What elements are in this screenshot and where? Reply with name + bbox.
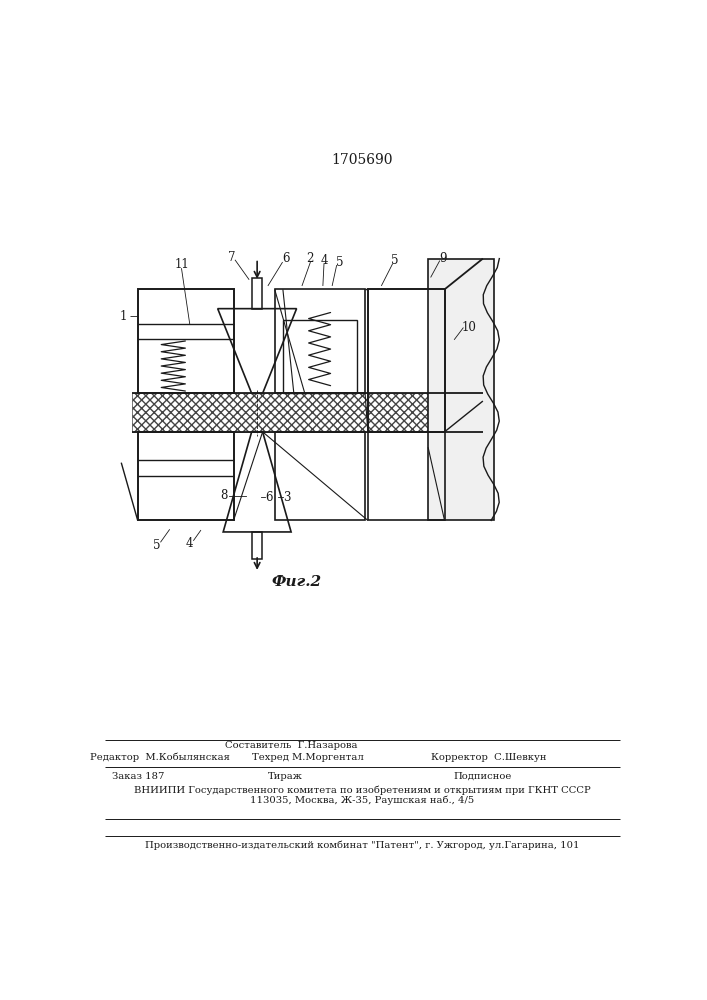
Text: 3: 3 bbox=[284, 491, 291, 504]
Bar bbox=[368, 289, 445, 432]
Text: 5: 5 bbox=[153, 539, 160, 552]
Text: ВНИИПИ Государственного комитета по изобретениям и открытиям при ГКНТ СССР: ВНИИПИ Государственного комитета по изоб… bbox=[134, 785, 591, 795]
Text: Подписное: Подписное bbox=[454, 772, 512, 781]
Text: 1705690: 1705690 bbox=[332, 153, 393, 167]
Text: Корректор  С.Шевкун: Корректор С.Шевкун bbox=[431, 753, 546, 762]
Text: 6: 6 bbox=[282, 252, 289, 265]
Bar bbox=[275, 432, 365, 520]
Text: 8: 8 bbox=[220, 489, 228, 502]
Text: 4: 4 bbox=[186, 537, 194, 550]
Text: 11: 11 bbox=[174, 258, 189, 271]
Text: 9: 9 bbox=[440, 252, 448, 265]
Text: 5: 5 bbox=[336, 256, 343, 269]
Text: Редактор  М.Кобылянская: Редактор М.Кобылянская bbox=[90, 753, 230, 762]
Text: 2: 2 bbox=[307, 252, 314, 265]
Bar bbox=[138, 432, 233, 520]
Bar bbox=[428, 259, 494, 520]
Text: Составитель  Г.Назарова: Составитель Г.Назарова bbox=[225, 741, 357, 750]
Text: Фиг.2: Фиг.2 bbox=[271, 575, 322, 589]
Bar bbox=[252, 278, 262, 309]
Text: 4: 4 bbox=[320, 254, 328, 267]
Text: Техред М.Моргентал: Техред М.Моргентал bbox=[252, 753, 363, 762]
Text: 7: 7 bbox=[228, 251, 235, 264]
Text: 1: 1 bbox=[119, 310, 127, 323]
Bar bbox=[275, 289, 365, 393]
Text: 10: 10 bbox=[462, 321, 477, 334]
Bar bbox=[252, 532, 262, 559]
Text: Тираж: Тираж bbox=[268, 772, 303, 781]
Bar bbox=[138, 289, 233, 393]
Text: 5: 5 bbox=[392, 254, 399, 267]
Bar bbox=[132, 393, 483, 432]
Text: Заказ 187: Заказ 187 bbox=[112, 772, 164, 781]
Bar bbox=[368, 432, 445, 520]
Text: 6: 6 bbox=[265, 491, 273, 504]
Bar bbox=[283, 320, 357, 393]
Text: Производственно-издательский комбинат "Патент", г. Ужгород, ул.Гагарина, 101: Производственно-издательский комбинат "П… bbox=[145, 841, 580, 850]
Text: 113035, Москва, Ж-35, Раушская наб., 4/5: 113035, Москва, Ж-35, Раушская наб., 4/5 bbox=[250, 795, 474, 805]
